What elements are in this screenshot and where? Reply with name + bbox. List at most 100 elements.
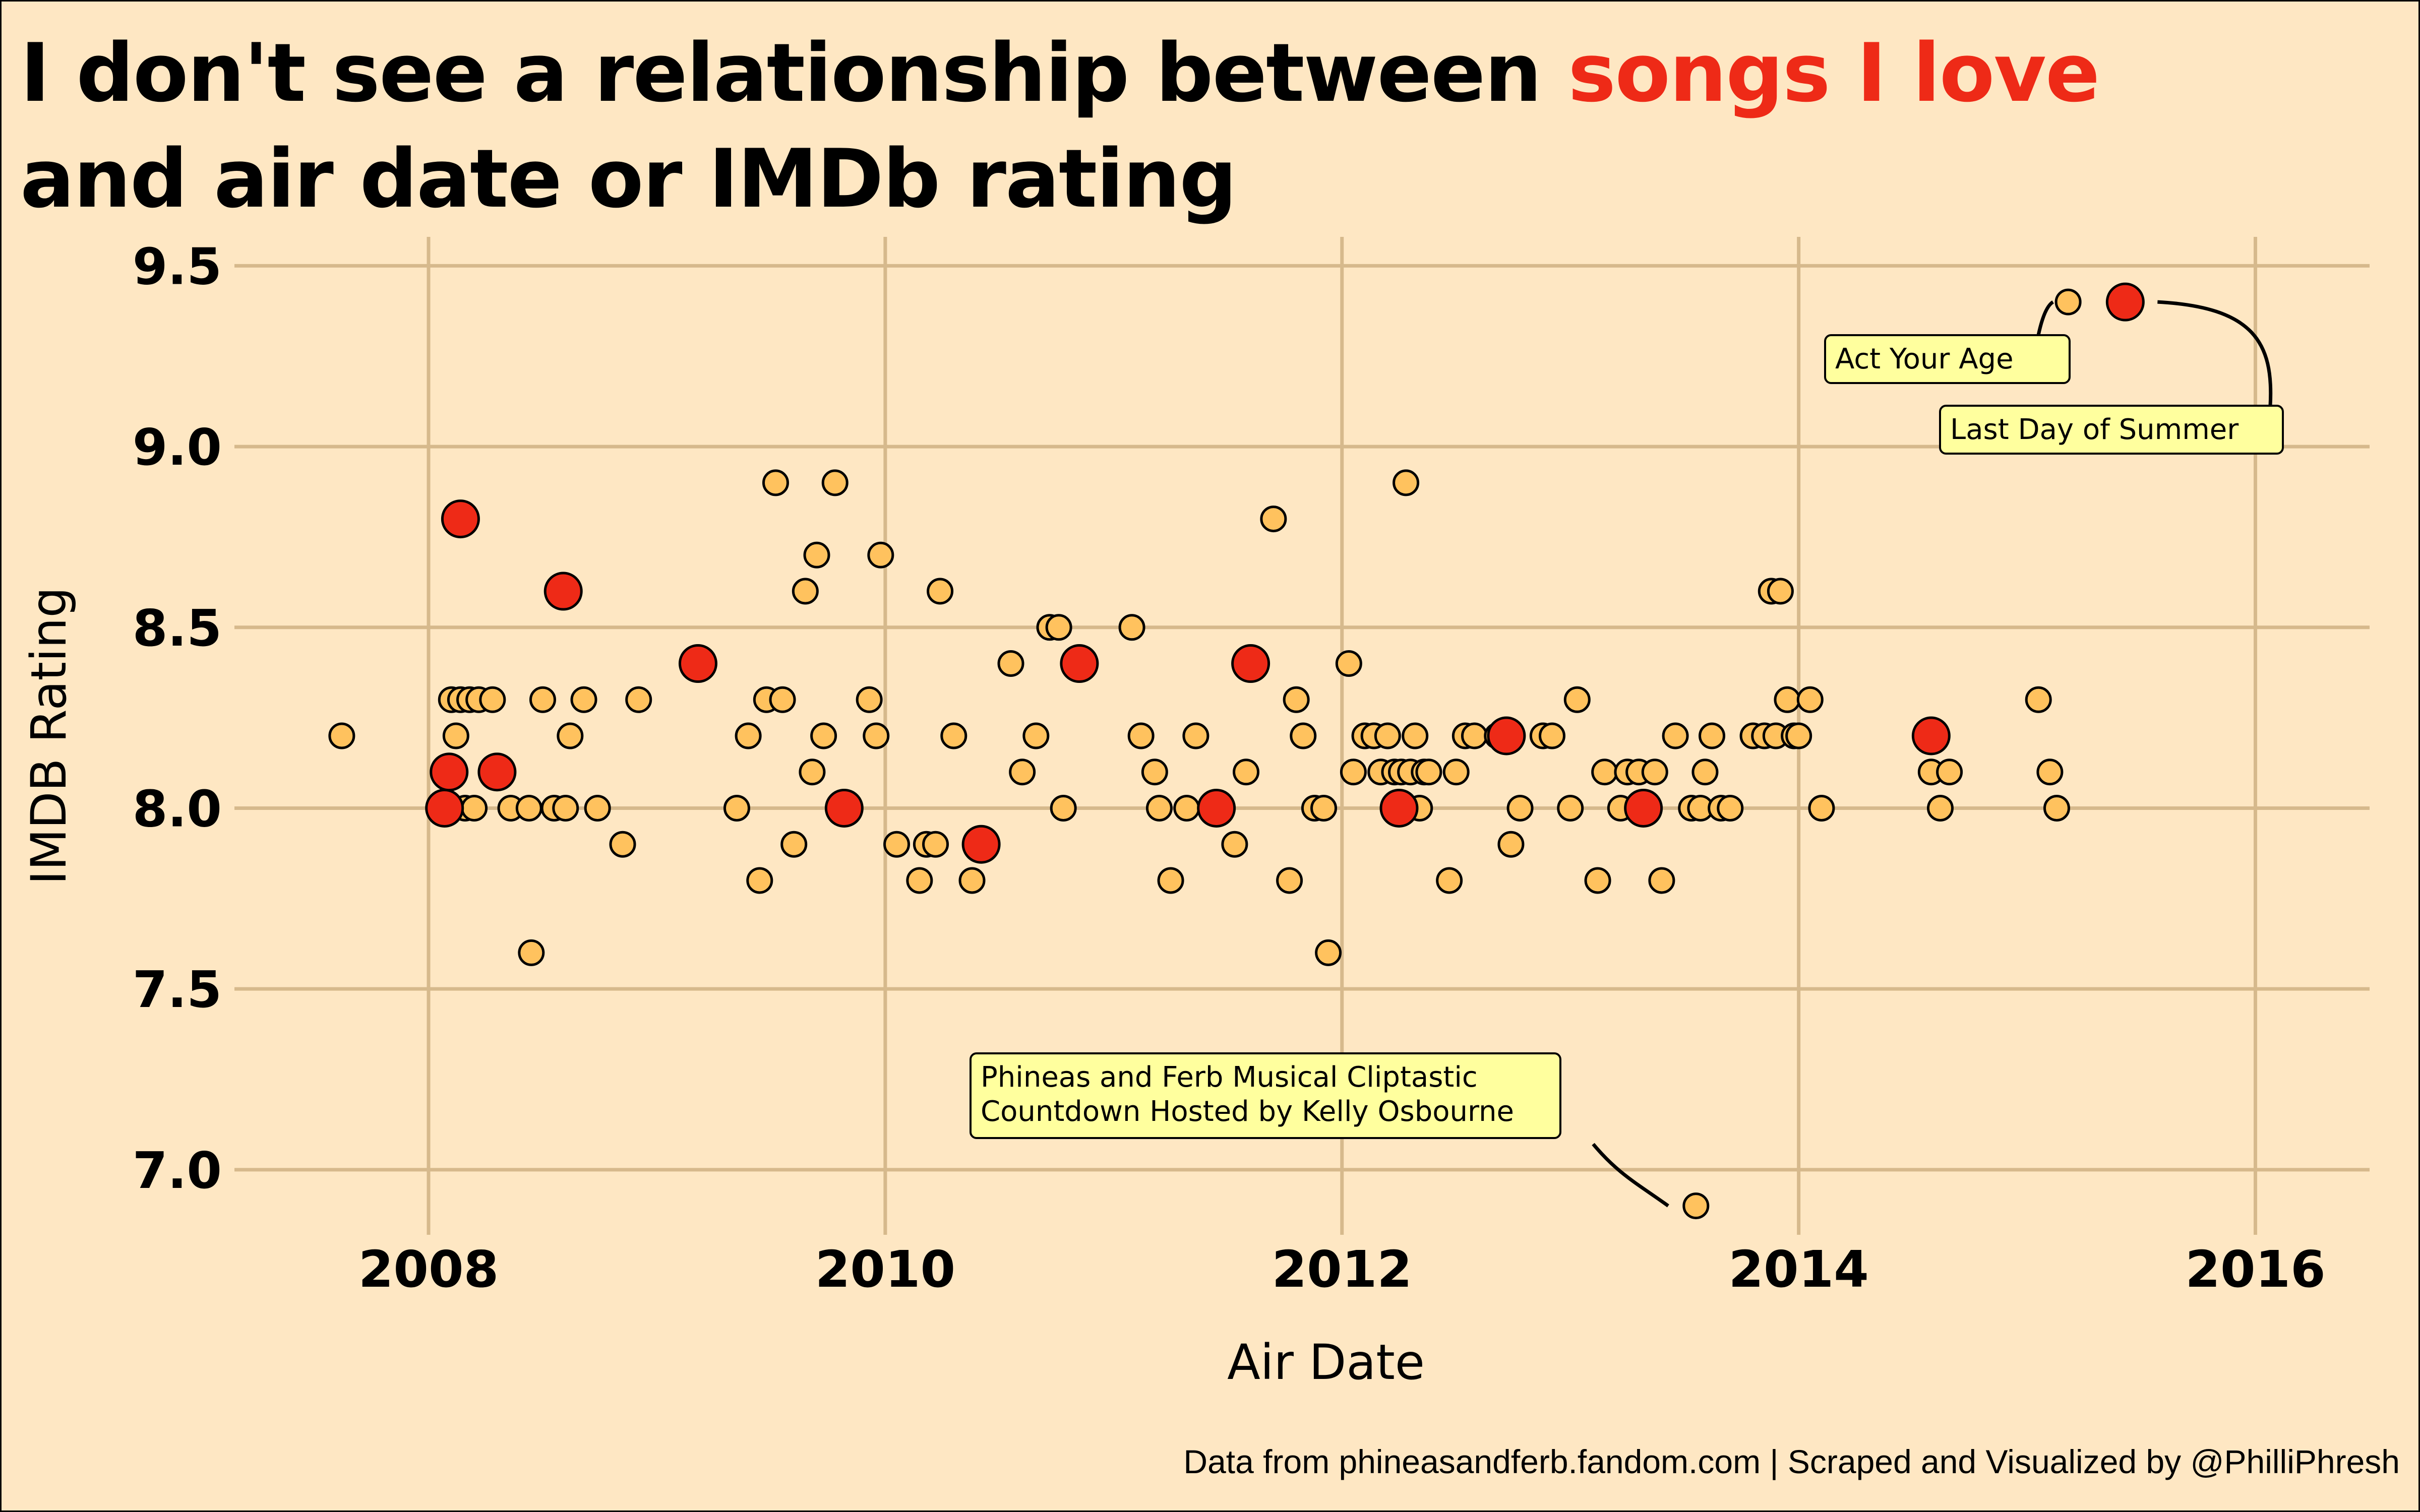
loved-song-point — [441, 499, 480, 539]
y-tick-label: 8.5 — [133, 599, 222, 658]
song-point — [1506, 794, 1534, 822]
loved-song-point — [1231, 644, 1270, 683]
loved-song-point — [425, 788, 464, 828]
x-axis-title: Air Date — [1227, 1334, 1425, 1391]
song-point — [1796, 686, 1824, 713]
song-point — [1393, 469, 1420, 496]
y-tick-label: 9.0 — [133, 418, 222, 477]
song-point — [1182, 722, 1209, 749]
song-point — [1767, 578, 1794, 605]
song-point — [927, 578, 954, 605]
loved-song-point — [1487, 716, 1526, 755]
song-point — [792, 578, 819, 605]
loved-song-point — [1624, 788, 1663, 828]
song-point — [1145, 794, 1173, 822]
annotation-box — [1824, 334, 2071, 384]
y-axis-title: IMDB Rating — [21, 587, 77, 885]
song-point — [940, 722, 967, 749]
song-point — [1662, 722, 1689, 749]
x-tick-label: 2014 — [1728, 1240, 1868, 1299]
song-point — [625, 686, 652, 713]
song-point — [958, 867, 986, 894]
song-point — [780, 831, 808, 858]
loved-song-point — [1911, 716, 1951, 755]
annotation-label: Phineas and Ferb Musical Cliptastic — [981, 1061, 1478, 1094]
song-point — [1310, 794, 1338, 822]
x-tick-label: 2008 — [358, 1240, 499, 1299]
song-point — [479, 686, 506, 713]
loved-song-point — [678, 644, 717, 683]
loved-song-point — [543, 572, 583, 611]
song-point — [1118, 614, 1145, 641]
song-point — [2036, 759, 2064, 786]
song-point — [1141, 759, 1168, 786]
song-point — [529, 686, 556, 713]
song-point — [1009, 759, 1036, 786]
song-point — [1591, 759, 1618, 786]
song-point — [821, 469, 849, 496]
song-point — [1290, 722, 1317, 749]
song-point — [1050, 794, 1077, 822]
annotation-box — [1939, 405, 2284, 455]
song-point — [1648, 867, 1675, 894]
song-point — [922, 831, 949, 858]
annotation-label: Last Day of Summer — [1950, 413, 2239, 446]
y-tick-label: 8.0 — [133, 779, 222, 838]
y-tick-labels: 7.0 7.5 8.0 8.5 9.0 9.5 — [133, 237, 222, 1200]
loved-song-point — [430, 752, 469, 792]
song-point — [1436, 867, 1463, 894]
song-point — [442, 722, 469, 749]
song-point — [1563, 686, 1591, 713]
song-point — [1442, 759, 1470, 786]
loved-song-point — [824, 788, 864, 828]
y-tick-label: 9.5 — [133, 237, 222, 296]
song-point — [1335, 650, 1362, 677]
song-point — [769, 686, 796, 713]
song-point — [570, 686, 597, 713]
song-point — [2043, 794, 2070, 822]
song-points — [328, 288, 2082, 1220]
title-highlight: songs I love — [1568, 26, 2100, 120]
song-point — [1283, 686, 1310, 713]
y-tick-label: 7.5 — [133, 960, 222, 1019]
loved-song-point — [961, 825, 1001, 864]
song-point — [1045, 614, 1072, 641]
song-point — [1699, 722, 1726, 749]
song-point — [1682, 1192, 1710, 1220]
source-caption: Data from phineasandferb.fandom.com | Sc… — [1183, 1443, 2400, 1480]
song-point — [746, 867, 773, 894]
song-point — [1641, 759, 1668, 786]
x-tick-label: 2012 — [1272, 1240, 1412, 1299]
song-point — [1691, 759, 1719, 786]
song-point — [906, 867, 933, 894]
annotation-box — [970, 1052, 1561, 1139]
song-point — [1127, 722, 1155, 749]
song-point — [1173, 794, 1200, 822]
song-point — [1557, 794, 1584, 822]
song-point — [997, 650, 1024, 677]
loved-song-point — [1379, 788, 1419, 828]
y-tick-label: 7.0 — [133, 1141, 222, 1200]
song-point — [1808, 794, 1835, 822]
loved-song-points — [425, 282, 2145, 864]
chart-title: I don't see a relationship between songs… — [20, 20, 2100, 232]
song-point — [1157, 867, 1184, 894]
song-point — [609, 831, 636, 858]
annotation-labels: Act Your Age Last Day of Summer Phineas an… — [970, 334, 2284, 1139]
song-point — [1260, 506, 1287, 533]
song-point — [328, 722, 355, 749]
song-point — [735, 722, 762, 749]
song-point — [1538, 722, 1565, 749]
loved-song-point — [2105, 282, 2145, 322]
loved-song-point — [477, 752, 517, 792]
x-tick-label: 2010 — [815, 1240, 955, 1299]
song-point — [1785, 722, 1812, 749]
song-point — [1717, 794, 1744, 822]
song-point — [1584, 867, 1611, 894]
song-point — [557, 722, 584, 749]
annotation-label: Countdown Hosted by Kelly Osbourne — [981, 1095, 1514, 1128]
song-point — [1461, 722, 1488, 749]
song-point — [762, 469, 789, 496]
song-point — [883, 831, 911, 858]
